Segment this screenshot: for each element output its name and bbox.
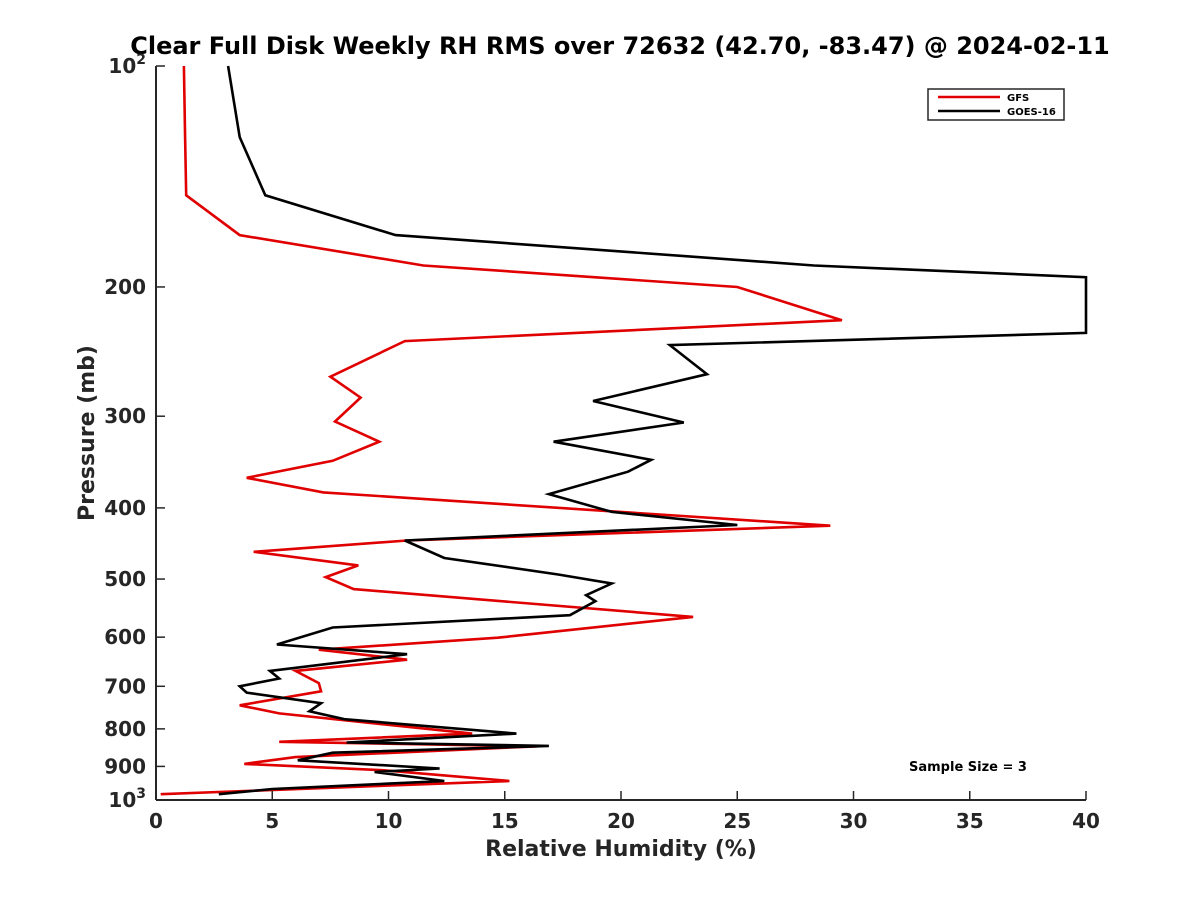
legend-label-gfs: GFS	[1007, 93, 1029, 104]
y-tick-label: 500	[104, 567, 146, 591]
x-tick-label: 35	[956, 809, 984, 833]
y-tick-label: 800	[104, 717, 146, 741]
plot-area: 0 5 10 15 20 25 30 35 40 102 200 300 400 500 600 700 80…	[104, 52, 1100, 833]
legend-label-goes16: GOES-16	[1007, 107, 1056, 118]
y-ticks: 102 200 300 400 500 600 700 800 900 103	[104, 52, 165, 812]
series-line-gfs	[160, 65, 843, 796]
series-line-goes16	[218, 65, 1088, 796]
series-layer	[160, 65, 1088, 796]
sample-size-annotation: Sample Size = 3	[909, 760, 1027, 775]
chart-title: Clear Full Disk Weekly RH RMS over 72632…	[130, 32, 1110, 60]
y-tick-label: 300	[104, 404, 146, 428]
y-axis-label: Pressure (mb)	[75, 345, 100, 521]
y-tick-label: 700	[104, 674, 146, 698]
legend: GFS GOES-16	[927, 88, 1065, 121]
y-tick-label: 400	[104, 496, 146, 520]
x-axis-label: Relative Humidity (%)	[485, 837, 757, 862]
y-tick-label: 200	[104, 275, 146, 299]
x-tick-label: 20	[607, 809, 635, 833]
x-tick-label: 25	[723, 809, 751, 833]
y-tick-label: 103	[108, 786, 146, 812]
x-tick-label: 5	[265, 809, 279, 833]
y-tick-label: 600	[104, 625, 146, 649]
x-tick-label: 15	[491, 809, 519, 833]
y-tick-label: 900	[104, 754, 146, 778]
x-tick-label: 30	[840, 809, 868, 833]
legend-box	[927, 88, 1065, 121]
x-tick-label: 0	[149, 809, 163, 833]
x-tick-label: 10	[375, 809, 403, 833]
y-tick-label: 102	[108, 52, 146, 78]
x-ticks: 0 5 10 15 20 25 30 35 40	[149, 791, 1100, 833]
x-tick-label: 40	[1072, 809, 1100, 833]
